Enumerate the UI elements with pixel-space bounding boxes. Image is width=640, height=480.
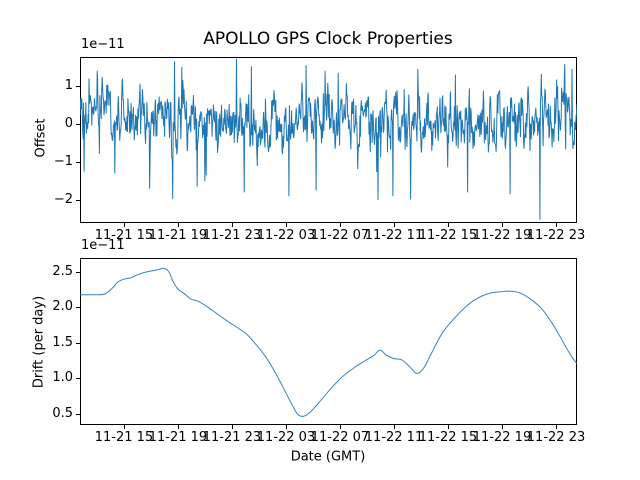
drift-series-line	[80, 267, 577, 417]
x-tick-mark	[231, 223, 233, 227]
y-tick-label: 2.0	[52, 299, 73, 315]
x-tick-mark	[556, 223, 558, 227]
x-tick-label: 11-22 15	[418, 228, 478, 243]
y-tick-mark	[76, 162, 80, 163]
x-tick-mark	[231, 425, 233, 429]
x-axis-label-date: Date (GMT)	[290, 449, 366, 465]
x-tick-mark	[286, 425, 287, 429]
y-tick-mark	[76, 307, 80, 309]
y-tick-mark	[76, 271, 80, 273]
x-tick-label: 11-22 07	[310, 228, 370, 243]
y-tick-label: 0	[64, 116, 73, 132]
y-tick-mark	[76, 124, 80, 125]
y-axis-label-drift: Drift (per day)	[31, 295, 47, 389]
offset-plot-area	[80, 57, 577, 223]
axes-border	[80, 258, 577, 425]
y-tick-label: −1	[53, 154, 73, 170]
y-axis-label-offset: Offset	[33, 118, 49, 158]
x-tick-label: 11-21 15	[94, 430, 154, 445]
x-tick-label: 11-22 07	[310, 430, 370, 445]
y-tick-label: 1.0	[52, 370, 73, 386]
y-tick-mark	[76, 200, 80, 201]
x-tick-mark	[447, 223, 449, 227]
y-tick-mark	[76, 413, 80, 415]
y-tick-label: 2.5	[52, 264, 73, 280]
y-tick-label: 0.5	[52, 406, 73, 422]
drift-plot-area	[80, 258, 577, 425]
x-tick-label: 11-22 19	[472, 228, 532, 243]
x-tick-mark	[339, 223, 341, 227]
x-tick-label: 11-22 15	[418, 430, 478, 445]
y-tick-mark	[76, 342, 80, 344]
offset-exponent-label-bottom: 1e−11	[81, 238, 125, 253]
x-tick-mark	[177, 223, 179, 227]
x-tick-label: 11-22 11	[364, 430, 424, 445]
x-tick-mark	[286, 223, 287, 227]
x-tick-label: 11-22 23	[526, 430, 586, 445]
y-tick-label: −2	[53, 192, 73, 208]
x-tick-mark	[177, 425, 179, 429]
x-tick-mark	[394, 425, 395, 429]
x-tick-label: 11-21 23	[202, 228, 262, 243]
x-tick-mark	[502, 425, 503, 429]
x-tick-mark	[339, 425, 341, 429]
x-tick-label: 11-21 19	[148, 228, 208, 243]
x-tick-mark	[123, 425, 125, 429]
x-tick-label: 11-21 19	[148, 430, 208, 445]
axes-border	[80, 57, 577, 223]
y-tick-mark	[76, 378, 80, 380]
x-tick-mark	[394, 223, 395, 227]
x-tick-mark	[556, 425, 558, 429]
x-tick-label: 11-22 11	[364, 228, 424, 243]
x-tick-label: 11-21 23	[202, 430, 262, 445]
offset-exponent-label-top: 1e−11	[81, 37, 125, 52]
x-tick-label: 11-22 23	[526, 228, 586, 243]
y-tick-label: 1.5	[52, 335, 73, 351]
x-tick-label: 11-21 15	[94, 228, 154, 243]
x-tick-mark	[447, 425, 449, 429]
chart-title: APOLLO GPS Clock Properties	[203, 29, 453, 49]
x-tick-label: 11-22 03	[256, 228, 316, 243]
offset-series-line	[80, 58, 577, 220]
x-tick-mark	[502, 223, 503, 227]
y-tick-mark	[76, 85, 80, 87]
x-tick-label: 11-22 03	[256, 430, 316, 445]
x-tick-label: 11-22 19	[472, 430, 532, 445]
y-tick-label: 1	[64, 78, 73, 94]
x-tick-mark	[123, 223, 125, 227]
